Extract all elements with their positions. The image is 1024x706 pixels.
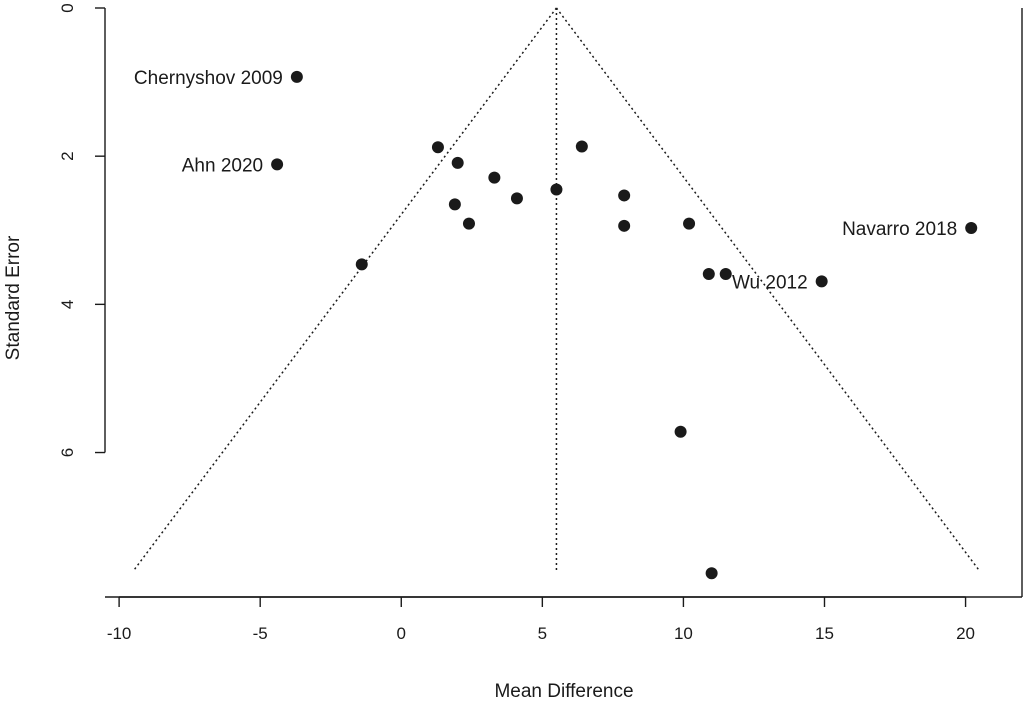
x-tick-label: -10 [107, 624, 132, 643]
data-point [448, 198, 461, 211]
data-point [290, 70, 303, 83]
funnel-right-line [555, 7, 981, 572]
y-tick-label: 4 [58, 300, 77, 309]
x-tick-label: 20 [956, 624, 975, 643]
x-tick-label: 15 [815, 624, 834, 643]
data-point [683, 217, 696, 230]
x-tick-label: 5 [538, 624, 547, 643]
x-tick-label: -5 [253, 624, 268, 643]
x-axis-title: Mean Difference [494, 681, 633, 702]
study-label: Chernyshov 2009 [134, 68, 283, 89]
study-label: Navarro 2018 [842, 219, 957, 240]
data-point [451, 156, 464, 169]
axes: -10 -5 0 5 10 15 20 0 2 4 6 [58, 3, 1023, 643]
x-tick-label: 0 [397, 624, 406, 643]
data-point [705, 567, 718, 580]
data-points [271, 70, 978, 580]
data-point [719, 267, 732, 280]
data-point [702, 267, 715, 280]
data-point [510, 192, 523, 205]
data-point [488, 171, 501, 184]
x-tick-label: 10 [674, 624, 693, 643]
data-point [815, 275, 828, 288]
y-axis-title: Standard Error [3, 235, 24, 360]
data-point [462, 217, 475, 230]
y-tick-label: 6 [58, 448, 77, 457]
funnel-lines [132, 7, 981, 572]
data-point [965, 222, 978, 235]
y-tick-label: 0 [58, 3, 77, 12]
data-point [431, 141, 444, 154]
data-point [355, 258, 368, 271]
data-point [575, 140, 588, 153]
y-tick-label: 2 [58, 151, 77, 160]
data-point [271, 158, 284, 171]
data-point [674, 425, 687, 438]
data-point [618, 189, 631, 202]
study-label: Ahn 2020 [182, 155, 263, 176]
study-label: Wu 2012 [732, 272, 808, 293]
data-point [550, 183, 563, 196]
study-labels: Chernyshov 2009 Ahn 2020 Navarro 2018 Wu 20… [134, 68, 957, 293]
funnel-left-line [132, 7, 558, 572]
data-point [618, 219, 631, 232]
